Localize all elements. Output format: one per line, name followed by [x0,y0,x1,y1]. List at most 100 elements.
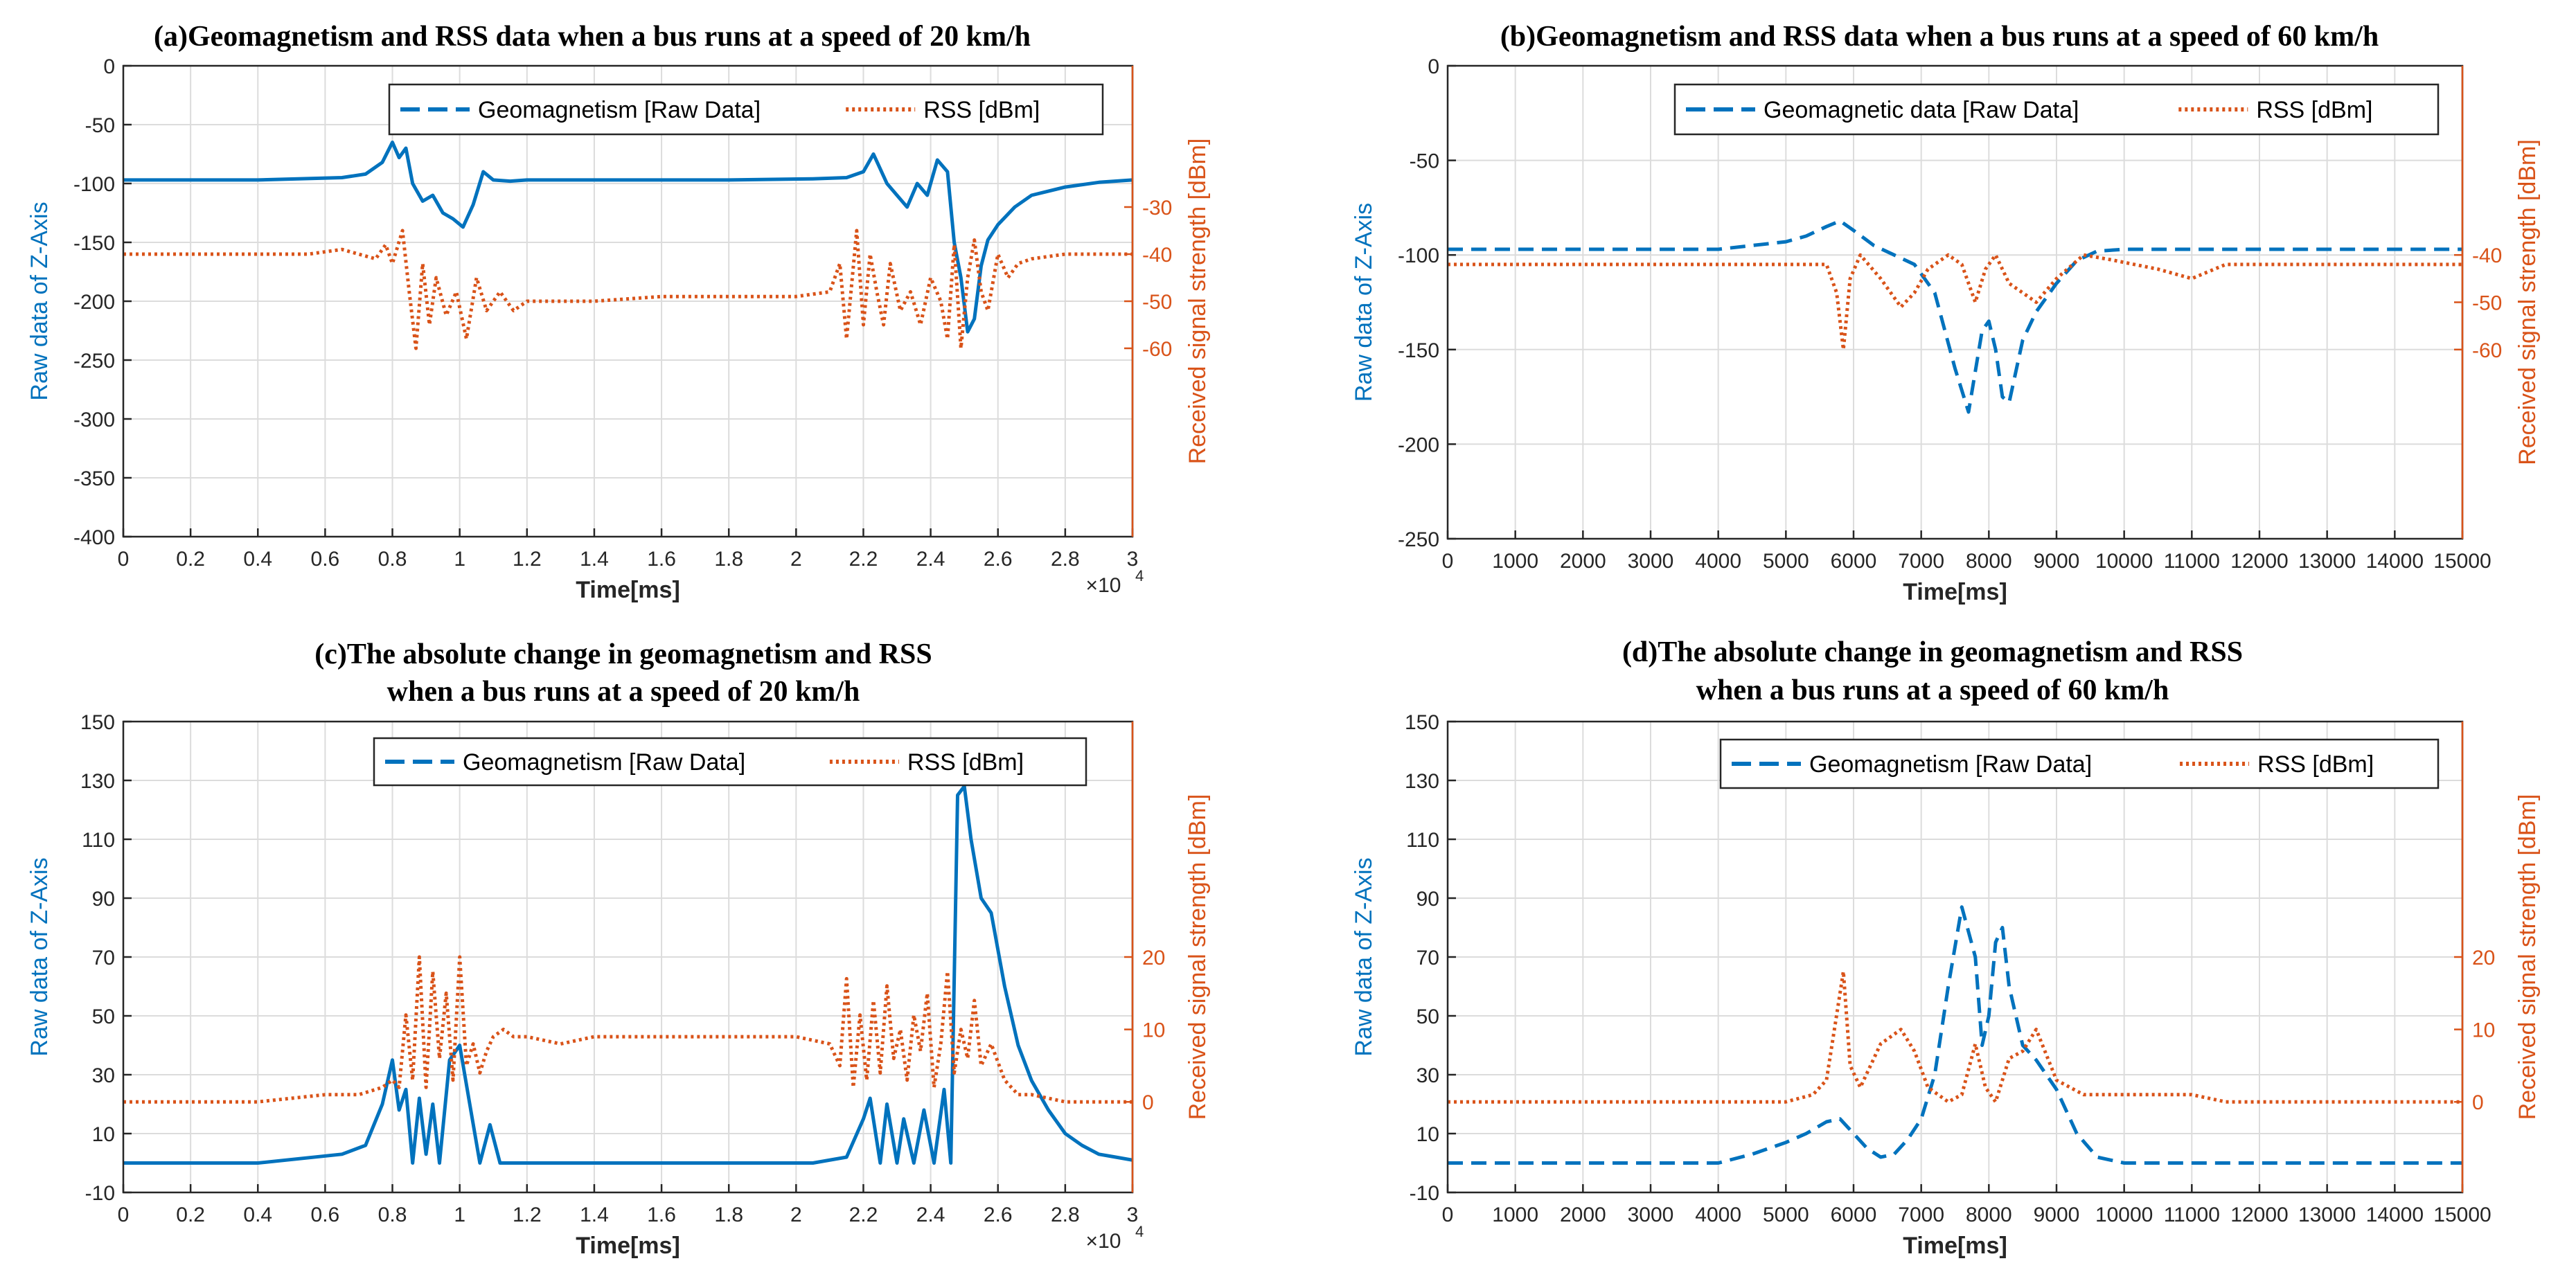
x-exponent-power: 4 [1135,1223,1144,1240]
y-tick-label-right: -30 [1142,197,1172,220]
x-tick-label: 1.6 [647,1204,676,1226]
x-tick-label: 3000 [1628,550,1674,573]
x-tick-label: 0 [118,1204,130,1226]
x-tick-label: 6000 [1831,1204,1877,1226]
y-tick-label-left: -300 [73,409,115,431]
x-tick-label: 14000 [2366,1204,2424,1226]
x-exponent-label: ×10 [1086,574,1121,597]
y-axis-label-right: Received signal strength [dBm] [1184,794,1211,1120]
y-tick-label-left: 130 [1405,770,1439,793]
legend-box [373,737,1087,787]
x-tick-label: 1.8 [714,548,743,571]
y-tick-label-left: -50 [1410,150,1439,173]
y-tick-label-right: 10 [2472,1019,2495,1042]
x-tick-label: 14000 [2366,550,2424,573]
x-tick-label: 8000 [1966,550,2012,573]
y-tick-label-left: 110 [1406,829,1439,852]
y-tick-label-left: 110 [82,829,115,852]
chart-panel-c: (c)The absolute change in geomagnetism a… [26,638,1211,1259]
x-tick-label: 1 [454,1204,465,1226]
y-tick-label-left: -200 [1398,433,1439,456]
y-tick-label-right: -40 [1142,244,1172,267]
x-tick-label: 5000 [1763,1204,1809,1226]
legend-label: RSS [dBm] [907,749,1024,776]
chart-title-d-line2: when a bus runs at a speed of 60 km/h [1696,674,2169,706]
x-tick-label: 0.2 [176,1204,205,1226]
y-tick-label-left: 30 [1416,1064,1439,1087]
chart-panel-a: (a)Geomagnetism and RSS data when a bus … [26,21,1211,603]
x-tick-label: 15000 [2433,550,2491,573]
y-tick-label-right: 0 [1142,1091,1154,1114]
x-tick-label: 3000 [1628,1204,1674,1226]
legend-label: RSS [dBm] [923,97,1040,123]
x-tick-label: 2000 [1560,550,1606,573]
x-tick-label: 2.4 [916,548,945,571]
x-tick-label: 1.2 [513,1204,542,1226]
y-tick-label-left: -10 [85,1182,115,1205]
y-tick-label-left: -100 [1398,244,1439,267]
x-tick-label: 0.2 [176,548,205,571]
x-tick-label: 0 [118,548,130,571]
y-tick-label-left: -50 [85,114,115,137]
y-tick-label-left: 10 [1416,1123,1439,1146]
y-tick-label-left: 30 [92,1064,115,1087]
y-axis-label-right: Received signal strength [dBm] [2514,139,2541,465]
y-axis-label-right: Received signal strength [dBm] [2514,794,2541,1120]
x-tick-label: 7000 [1898,550,1944,573]
y-tick-label-left: -250 [73,350,115,373]
x-tick-label: 0.4 [243,548,272,571]
x-exponent-power: 4 [1135,567,1144,584]
x-tick-label: 11000 [2164,550,2220,573]
series-line-geomagnetism [123,141,1132,334]
x-tick-label: 2.8 [1051,548,1080,571]
legend: Geomagnetic data [Raw Data] RSS [dBm] [1673,83,2440,136]
y-tick-label-left: 90 [1416,888,1439,911]
x-tick-label: 2 [790,548,802,571]
x-axis-label: Time[ms] [576,577,680,603]
x-tick-label: 10000 [2095,1204,2153,1226]
x-tick-label: 0 [1442,550,1454,573]
series-line-rss [1448,969,2462,1104]
x-tick-label: 13000 [2298,550,2356,573]
x-exponent-label: ×10 [1086,1230,1121,1253]
chart-title-b: (b)Geomagnetism and RSS data when a bus … [1500,21,2379,53]
x-axis-label: Time[ms] [1903,579,2007,605]
y-tick-label-left: 130 [80,770,115,793]
x-tick-label: 9000 [2034,550,2080,573]
legend: Geomagnetism [Raw Data] RSS [dBm] [373,737,1087,787]
legend-box [1719,738,2440,789]
y-tick-label-left: 150 [1405,711,1439,734]
y-tick-label-right: 10 [1142,1019,1165,1042]
x-tick-label: 0 [1442,1204,1454,1226]
x-tick-label: 1.8 [714,1204,743,1226]
legend-label: RSS [dBm] [2257,751,2374,778]
x-axis-label: Time[ms] [1903,1233,2007,1259]
x-tick-label: 3 [1127,1204,1139,1226]
x-tick-label: 0.8 [378,1204,407,1226]
x-tick-label: 9000 [2034,1204,2080,1226]
legend-box [1673,83,2440,136]
y-tick-label-left: 50 [92,1005,115,1028]
x-tick-label: 3 [1127,548,1139,571]
y-tick-label-left: 90 [92,888,115,911]
legend-label: Geomagnetism [Raw Data] [478,97,761,123]
y-tick-label-left: -200 [73,291,115,314]
legend-label: Geomagnetism [Raw Data] [463,749,745,776]
chart-title-a: (a)Geomagnetism and RSS data when a bus … [154,21,1031,53]
x-tick-label: 12000 [2230,1204,2288,1226]
x-tick-label: 2.6 [984,1204,1013,1226]
y-tick-label-right: -60 [1142,338,1172,361]
y-tick-label-left: 70 [1416,947,1439,969]
x-tick-label: 2.6 [984,548,1013,571]
x-tick-label: 2.2 [849,1204,878,1226]
y-axis-label-left: Raw data of Z-Axis [26,857,53,1056]
x-tick-label: 1.6 [647,548,676,571]
legend-label: RSS [dBm] [2256,97,2372,123]
y-tick-label-left: 10 [92,1123,115,1146]
y-tick-label-right: 20 [1142,947,1165,969]
x-tick-label: 2 [790,1204,802,1226]
series-line-rss [123,229,1132,350]
x-tick-label: 2.2 [849,548,878,571]
y-tick-label-left: 0 [1428,55,1439,78]
